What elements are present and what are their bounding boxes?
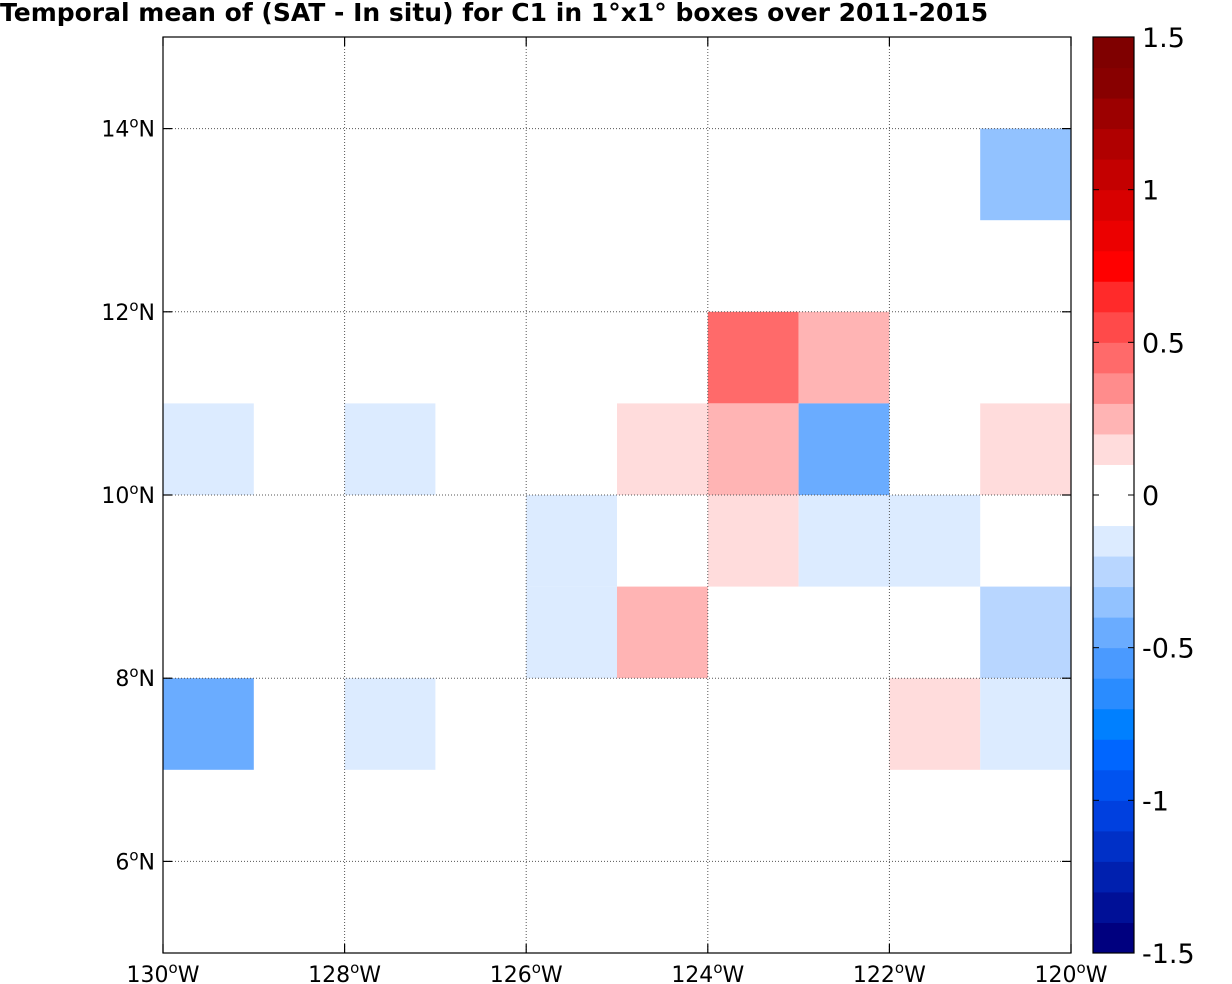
- x-tick-label: 124oW: [671, 959, 744, 984]
- colorbar-segment: [1093, 922, 1134, 954]
- x-tick-label: 128oW: [308, 959, 381, 984]
- colorbar-segment: [1093, 311, 1134, 343]
- colorbar-segment: [1093, 220, 1134, 252]
- heatmap-cell: [617, 586, 708, 679]
- heatmap-cell: [344, 403, 436, 495]
- heatmap-cell: [526, 495, 617, 587]
- colorbar-segment: [1093, 769, 1134, 801]
- colorbar-segment: [1093, 189, 1134, 221]
- heatmap-cell: [798, 495, 890, 587]
- y-tick-label: 8oN: [115, 663, 155, 692]
- colorbar-segment: [1093, 678, 1134, 710]
- colorbar-segment: [1093, 372, 1134, 404]
- heatmap-cell: [707, 311, 799, 404]
- axis-ticks: [162, 37, 1072, 953]
- heatmap-cell: [344, 678, 436, 770]
- heatmap-cells: [163, 128, 1071, 770]
- colorbar-segment: [1093, 128, 1134, 160]
- y-tick-label: 10oN: [101, 480, 155, 509]
- heatmap-cell: [889, 495, 981, 587]
- x-tick-label: 130oW: [127, 959, 200, 984]
- heatmap-cell: [798, 403, 890, 495]
- heatmap-cell: [980, 586, 1071, 679]
- colorbar-tick-labels: 1.5 1 0.5 0 -0.5 -1 -1.5: [1142, 23, 1195, 970]
- x-tick-label: 120oW: [1035, 959, 1108, 984]
- colorbar-segment: [1093, 159, 1134, 191]
- colorbar-segment: [1093, 800, 1134, 832]
- colorbar-segment: [1093, 250, 1134, 282]
- colorbar-segment: [1093, 708, 1134, 740]
- heatmap-cell: [980, 128, 1071, 221]
- colorbar-segment: [1093, 37, 1134, 69]
- y-tick-label: 14oN: [101, 114, 155, 143]
- colorbar-frame: [1092, 36, 1135, 954]
- chart-title: Temporal mean of (SAT - In situ) for C1 …: [0, 0, 989, 27]
- colorbar-segment: [1093, 830, 1134, 862]
- colorbar-segment: [1093, 617, 1134, 649]
- heatmap-cell: [707, 495, 799, 587]
- colorbar-segment: [1093, 556, 1134, 588]
- colorbar-segment: [1093, 67, 1134, 99]
- colorbar-segment: [1093, 647, 1134, 679]
- colorbar-segment: [1093, 281, 1134, 313]
- heatmap-cell: [707, 403, 799, 495]
- colorbar-segment: [1093, 98, 1134, 130]
- colorbar-segment: [1093, 342, 1134, 374]
- x-axis-tick-labels: 130oW 128oW 126oW 124oW 122oW 120oW: [127, 959, 1108, 984]
- colorbar-segment: [1093, 433, 1134, 465]
- heatmap-cell: [617, 403, 708, 495]
- colorbar-segment: [1093, 861, 1134, 893]
- colorbar-segment: [1093, 891, 1134, 923]
- colorbar: [1093, 36, 1134, 954]
- heatmap-cell: [980, 403, 1071, 495]
- colorbar-segment: [1093, 495, 1134, 527]
- x-tick-label: 122oW: [853, 959, 926, 984]
- grid-lines: [163, 37, 1071, 953]
- colorbar-segment: [1093, 586, 1134, 618]
- x-tick-label: 126oW: [490, 959, 563, 984]
- heatmap-cell: [980, 678, 1071, 770]
- y-axis-tick-labels: 6oN 8oN 10oN 12oN 14oN: [101, 114, 155, 876]
- colorbar-tick-label: 1.5: [1142, 23, 1185, 54]
- heatmap-cell: [526, 586, 617, 679]
- y-tick-label: 12oN: [101, 297, 155, 326]
- colorbar-tick-label: -1.5: [1142, 939, 1195, 970]
- colorbar-segment: [1093, 739, 1134, 771]
- colorbar-tick-label: 0: [1142, 481, 1159, 512]
- heatmap-cell: [889, 678, 981, 770]
- colorbar-segment: [1093, 464, 1134, 496]
- colorbar-tick-label: 1: [1142, 176, 1159, 207]
- colorbar-tick-label: -0.5: [1142, 634, 1195, 665]
- colorbar-tick-label: 0.5: [1142, 328, 1185, 359]
- y-tick-label: 6oN: [115, 846, 155, 875]
- colorbar-tick-label: -1: [1142, 786, 1169, 817]
- colorbar-segment: [1093, 403, 1134, 435]
- colorbar-segment: [1093, 525, 1134, 557]
- heatmap-cell: [163, 403, 254, 495]
- heatmap-cell: [163, 678, 254, 770]
- heatmap-cell: [798, 311, 890, 404]
